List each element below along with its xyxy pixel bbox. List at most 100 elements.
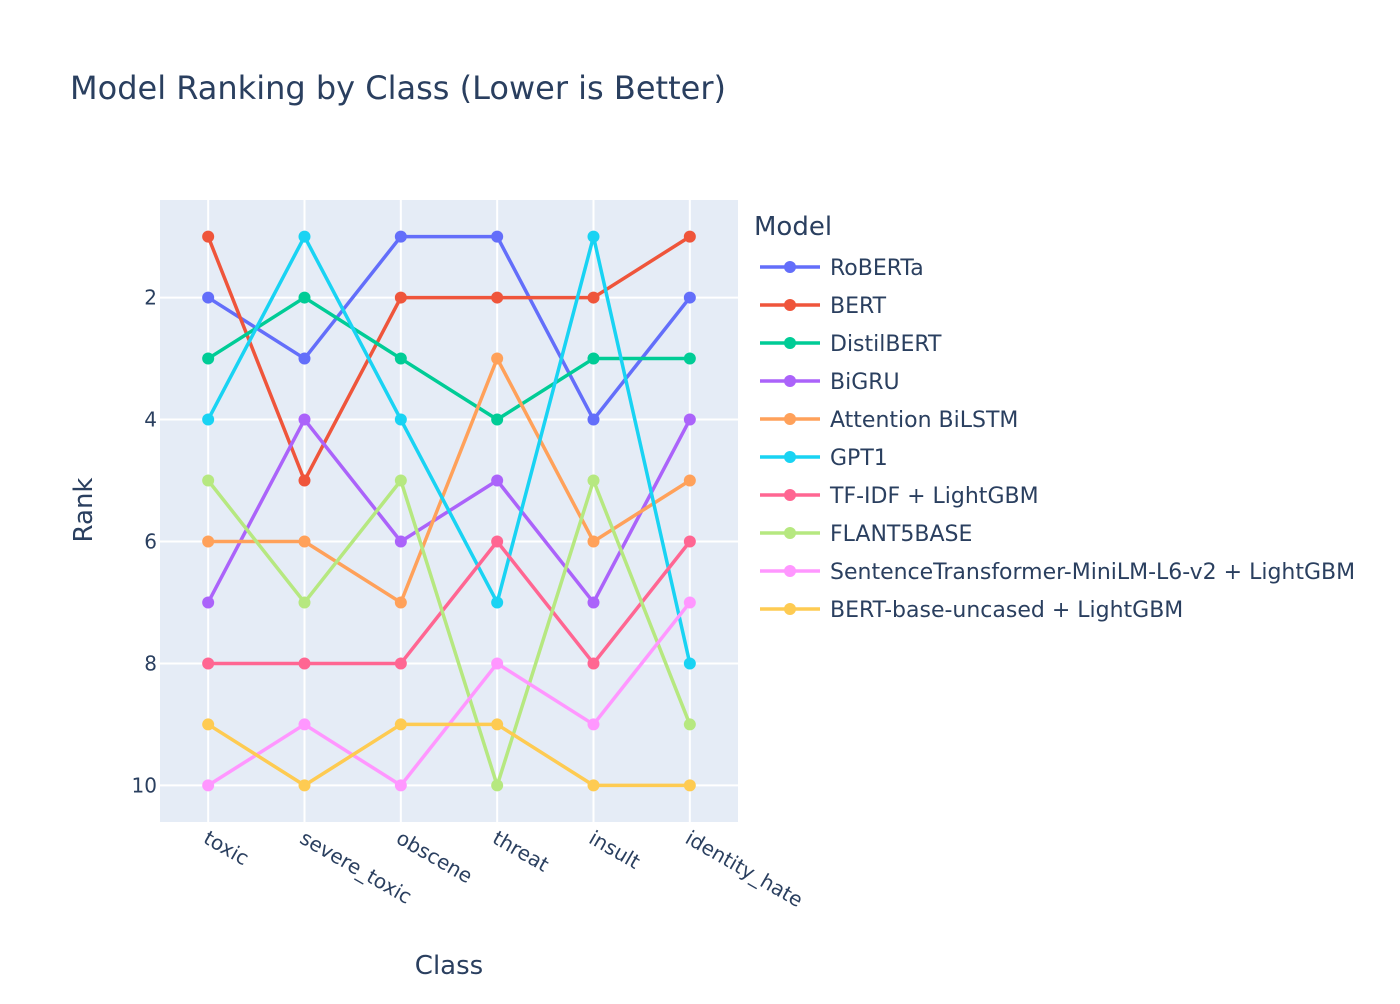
legend-marker bbox=[784, 603, 796, 615]
legend-label: BiGRU bbox=[830, 370, 900, 395]
series-line bbox=[208, 539, 692, 666]
data-point bbox=[587, 779, 600, 792]
series-line bbox=[207, 295, 690, 422]
y-tick-label: 4 bbox=[144, 408, 157, 432]
legend-marker bbox=[784, 299, 796, 311]
data-point bbox=[491, 474, 504, 487]
legend-marker bbox=[784, 337, 796, 349]
series-line bbox=[206, 478, 692, 788]
data-point bbox=[394, 474, 407, 487]
legend-label: Attention BiLSTM bbox=[830, 408, 1018, 433]
legend-item[interactable]: BERT bbox=[760, 294, 887, 319]
data-point bbox=[683, 352, 696, 365]
legend-marker bbox=[784, 527, 796, 539]
legend-item[interactable]: RoBERTa bbox=[760, 256, 924, 281]
data-point bbox=[202, 779, 215, 792]
legend-item[interactable]: SentenceTransformer-MiniLM-L6-v2 + Light… bbox=[760, 560, 1355, 585]
data-point bbox=[491, 352, 504, 365]
data-point bbox=[587, 657, 600, 670]
data-point bbox=[394, 413, 407, 426]
x-tick-label: insult bbox=[585, 826, 645, 874]
x-tick-label: threat bbox=[489, 826, 554, 877]
data-point bbox=[491, 718, 504, 731]
data-point bbox=[491, 230, 504, 243]
data-point bbox=[491, 291, 504, 304]
legend-label: RoBERTa bbox=[830, 256, 924, 281]
series-group bbox=[202, 474, 696, 792]
data-point bbox=[298, 535, 311, 548]
data-point bbox=[683, 596, 696, 609]
legend-item[interactable]: GPT1 bbox=[760, 446, 888, 471]
data-point bbox=[394, 535, 407, 548]
x-tick-label: obscene bbox=[392, 826, 476, 889]
data-point bbox=[298, 230, 311, 243]
chart-title: Model Ranking by Class (Lower is Better) bbox=[70, 69, 726, 107]
legend-marker bbox=[784, 451, 796, 463]
data-point bbox=[202, 718, 215, 731]
legend-item[interactable]: BiGRU bbox=[760, 370, 900, 395]
legend-item[interactable]: BERT-base-uncased + LightGBM bbox=[760, 598, 1183, 623]
data-point bbox=[683, 718, 696, 731]
legend-item[interactable]: TF-IDF + LightGBM bbox=[760, 484, 1039, 509]
data-point bbox=[202, 535, 215, 548]
data-point bbox=[202, 657, 215, 670]
data-point bbox=[298, 413, 311, 426]
legend-label: FLANT5BASE bbox=[830, 522, 972, 547]
data-point bbox=[587, 474, 600, 487]
data-point bbox=[491, 657, 504, 670]
series-layer bbox=[202, 230, 696, 792]
legend-label: GPT1 bbox=[830, 446, 888, 471]
legend-marker bbox=[784, 565, 796, 577]
data-point bbox=[587, 596, 600, 609]
series-group bbox=[202, 535, 696, 670]
series-line bbox=[207, 234, 692, 422]
series-line bbox=[207, 722, 690, 788]
data-point bbox=[683, 474, 696, 487]
series-group bbox=[202, 291, 696, 426]
data-point bbox=[394, 718, 407, 731]
data-point bbox=[491, 596, 504, 609]
data-point bbox=[587, 535, 600, 548]
series-group bbox=[202, 230, 696, 487]
data-point bbox=[587, 718, 600, 731]
legend-marker bbox=[784, 489, 796, 501]
legend-items[interactable]: RoBERTa BERT DistilBERT BiGRU Attention BiLS… bbox=[760, 256, 1355, 623]
data-point bbox=[491, 413, 504, 426]
legend-marker bbox=[784, 375, 796, 387]
data-point bbox=[394, 596, 407, 609]
data-point bbox=[298, 596, 311, 609]
data-point bbox=[394, 291, 407, 304]
data-point bbox=[587, 413, 600, 426]
data-point bbox=[394, 352, 407, 365]
legend-item[interactable]: DistilBERT bbox=[760, 332, 942, 357]
x-tick-label: identity_hate bbox=[681, 826, 807, 912]
y-axis-title: Rank bbox=[69, 478, 99, 543]
series-line bbox=[206, 234, 692, 664]
data-point bbox=[202, 596, 215, 609]
legend[interactable]: Model RoBERTa BERT DistilBERT BiGRU Attentio… bbox=[754, 212, 1355, 623]
data-point bbox=[683, 779, 696, 792]
legend-marker bbox=[784, 261, 796, 273]
y-tick-label: 10 bbox=[132, 773, 157, 797]
legend-item[interactable]: FLANT5BASE bbox=[760, 522, 972, 547]
series-group bbox=[202, 230, 696, 670]
data-point bbox=[298, 718, 311, 731]
data-point bbox=[683, 535, 696, 548]
series-line bbox=[208, 356, 691, 605]
legend-label: TF-IDF + LightGBM bbox=[829, 484, 1039, 509]
series-line bbox=[206, 235, 691, 483]
legend-label: BERT-base-uncased + LightGBM bbox=[830, 598, 1183, 623]
data-point bbox=[298, 474, 311, 487]
data-point bbox=[298, 779, 311, 792]
data-point bbox=[394, 779, 407, 792]
y-tick-label: 2 bbox=[144, 286, 157, 310]
data-point bbox=[394, 657, 407, 670]
legend-item[interactable]: Attention BiLSTM bbox=[760, 408, 1018, 433]
data-point bbox=[683, 413, 696, 426]
data-point bbox=[683, 291, 696, 304]
data-point bbox=[202, 474, 215, 487]
y-tick-label: 6 bbox=[144, 529, 157, 553]
data-point bbox=[298, 291, 311, 304]
y-tick-label: 8 bbox=[144, 651, 157, 675]
